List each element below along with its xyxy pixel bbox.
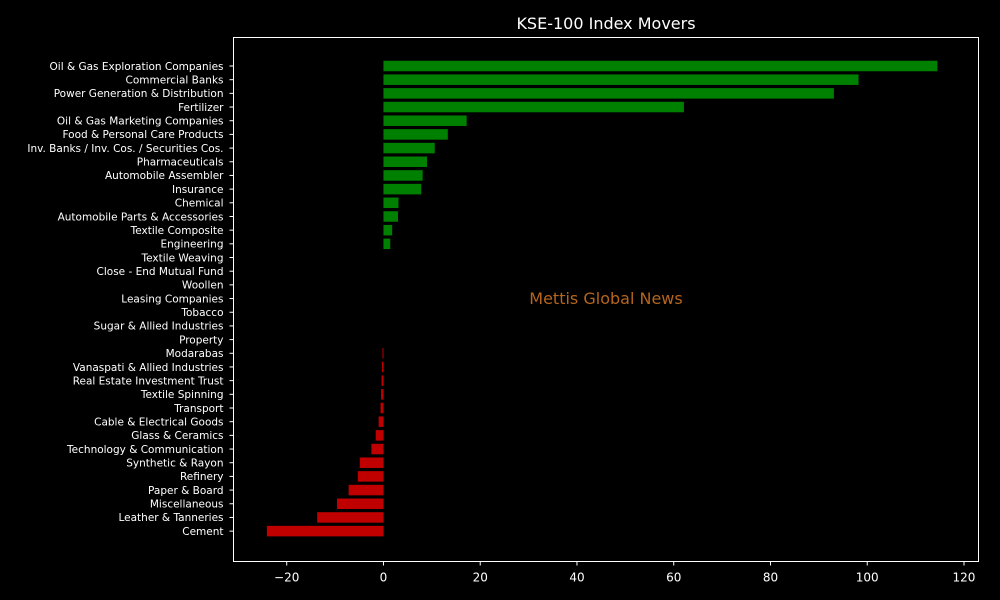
category-label: Automobile Parts & Accessories [58, 211, 224, 223]
category-label: Textile Spinning [140, 389, 224, 401]
bar [317, 512, 384, 523]
bar [371, 443, 384, 455]
category-label: Technology & Communication [66, 444, 223, 456]
bar [381, 389, 384, 400]
category-label: Chemical [175, 198, 224, 210]
bar [375, 430, 384, 441]
bar [383, 129, 448, 140]
category-label: Leather & Tanneries [118, 512, 223, 524]
category-label: Textile Weaving [141, 252, 224, 264]
category-label: Power Generation & Distribution [54, 88, 224, 100]
category-label: Real Estate Investment Trust [73, 375, 224, 387]
x-tick-label: 100 [856, 571, 879, 585]
watermark: Mettis Global News [529, 289, 682, 308]
category-label: Fertilizer [178, 102, 224, 114]
bar [378, 416, 384, 427]
category-label: Leasing Companies [121, 293, 223, 305]
x-tick-label: 120 [953, 571, 976, 585]
category-label: Paper & Board [148, 485, 223, 497]
category-label: Glass & Ceramics [131, 430, 223, 442]
x-axis-ticks: −20 0 20 40 60 80 100 120 [274, 561, 976, 585]
category-label: Transport [173, 403, 223, 415]
category-label: Close - End Mutual Fund [97, 266, 224, 278]
bar [383, 115, 467, 126]
category-label: Oil & Gas Exploration Companies [50, 61, 224, 73]
category-label: Engineering [161, 239, 224, 251]
x-tick-label: −20 [274, 571, 299, 585]
bar [383, 197, 399, 209]
x-tick-label: 20 [473, 571, 488, 585]
category-label: Commercial Banks [126, 74, 224, 86]
bar [382, 361, 384, 373]
category-label: Refinery [180, 471, 224, 483]
bar [383, 211, 398, 222]
x-tick-label: 60 [666, 571, 681, 585]
x-tick-label: 80 [763, 571, 778, 585]
category-label: Miscellaneous [150, 499, 224, 511]
category-label: Cable & Electrical Goods [94, 416, 223, 428]
bar [337, 498, 384, 510]
bar [383, 74, 859, 85]
bar [383, 224, 393, 236]
category-label: Synthetic & Rayon [126, 458, 223, 470]
bar [383, 183, 422, 195]
category-label: Insurance [172, 184, 224, 196]
category-label: Tobacco [180, 307, 223, 319]
category-label: Automobile Assembler [105, 170, 224, 182]
bar [383, 60, 938, 72]
category-label: Inv. Banks / Inv. Cos. / Securities Cos. [27, 143, 223, 155]
bar [383, 88, 834, 99]
axes-frame [233, 37, 979, 562]
chart-title: KSE-100 Index Movers [516, 14, 695, 33]
bar [381, 375, 384, 386]
bar [348, 484, 384, 496]
bar [383, 156, 428, 168]
bar [382, 348, 384, 359]
bar [266, 525, 384, 537]
bar [359, 457, 384, 468]
category-label: Oil & Gas Marketing Companies [57, 116, 224, 128]
category-label: Woollen [182, 280, 224, 292]
category-label: Food & Personal Care Products [62, 129, 223, 141]
category-label: Vanaspati & Allied Industries [73, 362, 224, 374]
category-label: Sugar & Allied Industries [94, 321, 224, 333]
category-label: Pharmaceuticals [137, 157, 224, 169]
category-labels: Oil & Gas Exploration CompaniesCommercia… [27, 61, 234, 538]
bar [357, 471, 384, 482]
bar [383, 101, 684, 113]
bar [383, 238, 391, 250]
category-label: Textile Composite [130, 225, 224, 237]
bar [380, 402, 384, 414]
x-tick-label: 0 [380, 571, 388, 585]
category-label: Cement [182, 526, 223, 538]
category-label: Property [179, 334, 223, 346]
bar [383, 170, 423, 181]
bar [383, 142, 435, 154]
category-label: Modarabas [166, 348, 224, 360]
x-tick-label: 40 [569, 571, 584, 585]
bars-group [266, 60, 938, 537]
